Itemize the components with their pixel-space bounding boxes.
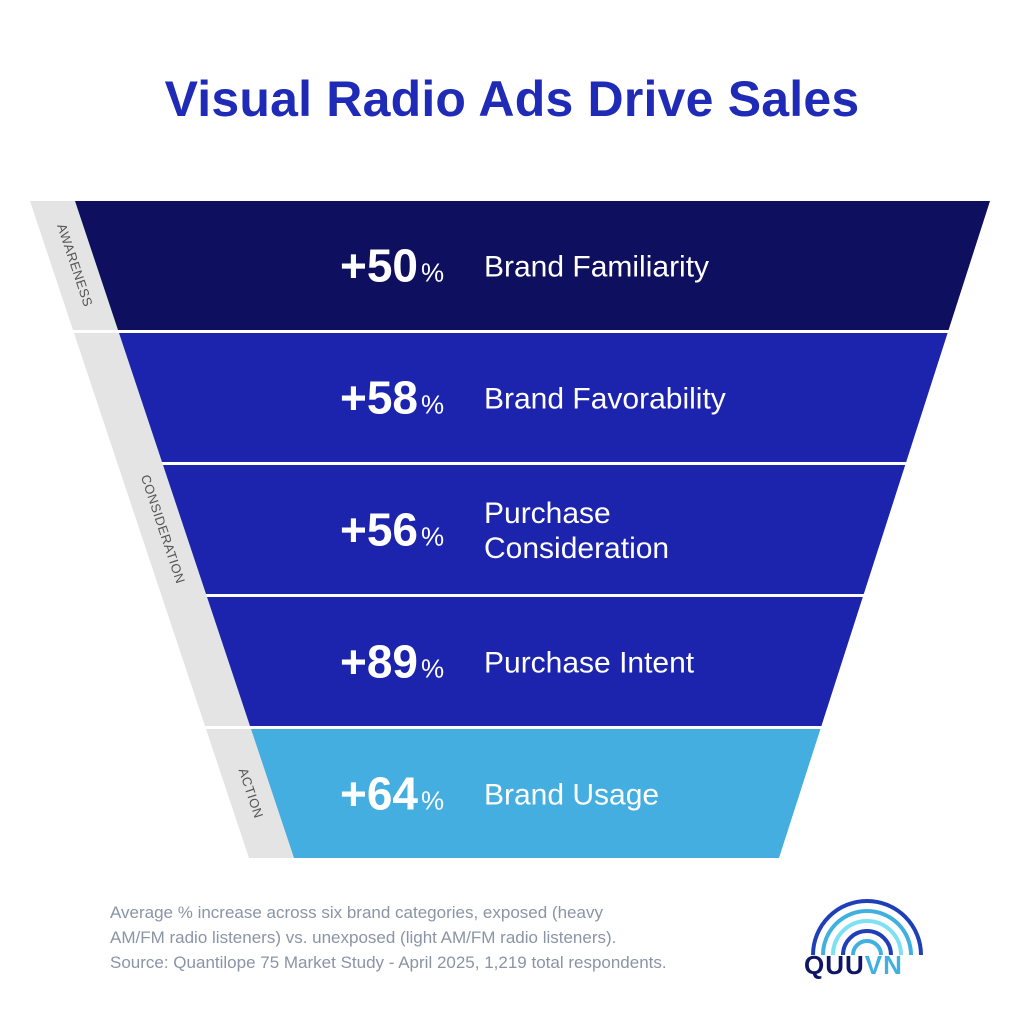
phase-strip [30, 201, 118, 330]
logo-text-part2: VN [864, 950, 903, 980]
phase-strip [206, 729, 294, 858]
stage-unit: % [421, 258, 444, 288]
logo-arc [821, 909, 913, 955]
funnel-band [207, 597, 863, 726]
footnote-line-3: Source: Quantilope 75 Market Study - Apr… [110, 953, 667, 972]
footnote: Average % increase across six brand cate… [110, 900, 790, 975]
stage-unit: % [421, 390, 444, 420]
funnel-band [119, 333, 948, 462]
footnote-line-2: AM/FM radio listeners) vs. unexposed (li… [110, 928, 617, 947]
stage-value: +64 [340, 768, 418, 820]
stage-unit: % [421, 654, 444, 684]
logo-arc [811, 899, 923, 955]
phase-strip [74, 333, 250, 726]
stage-label: Purchase Intent [484, 647, 695, 680]
funnel-band [163, 465, 906, 594]
funnel-band [251, 729, 821, 858]
stage-label: Brand Favorability [484, 383, 726, 416]
logo-arc [841, 929, 893, 955]
stage-label: Consideration [484, 532, 669, 565]
stage-label: Purchase [484, 497, 611, 530]
funnel-band [75, 201, 990, 330]
stage-value: +56 [340, 504, 418, 556]
chart-title: Visual Radio Ads Drive Sales [164, 71, 860, 127]
stage-label: Brand Familiarity [484, 251, 709, 284]
stage-value: +50 [340, 240, 418, 292]
logo-arc [851, 939, 883, 955]
stage-label: Brand Usage [484, 779, 659, 812]
stage-unit: % [421, 786, 444, 816]
quuvn-logo-icon [811, 899, 923, 955]
logo-text-part1: QUU [804, 950, 865, 980]
stage-unit: % [421, 522, 444, 552]
footnote-line-1: Average % increase across six brand cate… [110, 903, 603, 922]
logo-arc [831, 919, 903, 955]
stage-value: +58 [340, 372, 418, 424]
stage-value: +89 [340, 636, 418, 688]
quuvn-logo-text: QUUVN [804, 950, 903, 981]
